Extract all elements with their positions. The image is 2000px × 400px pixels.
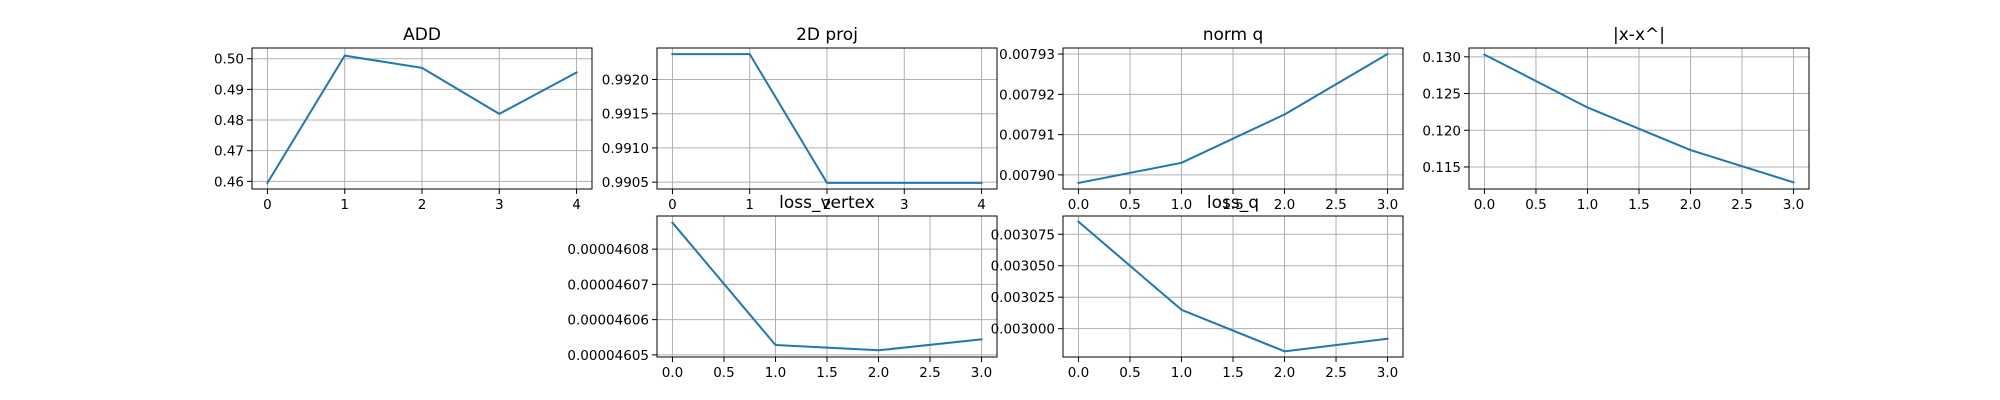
chart-title: 2D proj (796, 25, 858, 45)
series-line (1483, 53, 1795, 184)
x-tick-label: 1 (340, 197, 349, 213)
y-tick-label: 0.47 (214, 144, 244, 160)
y-tick-label: 0.46 (214, 174, 244, 190)
chart-title: loss_q (1207, 193, 1259, 213)
y-tick-label: 0.50 (214, 52, 244, 68)
x-tick-label: 2.0 (1274, 365, 1295, 381)
subplot-1: 0 1 2 3 4 0.9905 0.9910 0.9915 0.9920 2D proj (602, 25, 998, 213)
y-tick-label: 0.00790 (999, 168, 1055, 184)
x-tick-label: 0.0 (662, 365, 683, 381)
axes-frame (1468, 47, 1810, 190)
x-tick-label: 2.5 (919, 365, 940, 381)
x-tick-label: 0.5 (1119, 197, 1140, 213)
subplot-5: 0.0 0.5 1.0 1.5 2.0 2.5 3.0 0.003000 0.003025 0.0… (991, 193, 1404, 381)
y-tick-label: 0.00004605 (567, 348, 649, 364)
x-tick-label: 0.0 (1474, 197, 1495, 213)
y-tick-label: 0.125 (1422, 87, 1461, 103)
x-tick-label: 3.0 (1377, 365, 1398, 381)
x-tick-label: 1.5 (1222, 365, 1243, 381)
subplot-0: 0 1 2 3 4 0.46 0.47 0.48 0.49 0.50 ADD (214, 25, 593, 213)
y-tick-label: 0.9910 (602, 141, 649, 157)
x-tick-label: 2.5 (1325, 365, 1346, 381)
x-tick-label: 4 (572, 197, 581, 213)
x-tick-label: 1.0 (1171, 197, 1192, 213)
x-tick-label: 2.5 (1325, 197, 1346, 213)
x-tick-label: 2.5 (1731, 197, 1752, 213)
x-tick-label: 0 (668, 197, 677, 213)
x-tick-label: 0 (263, 197, 272, 213)
x-tick-label: 2 (823, 197, 832, 213)
x-tick-label: 3.0 (971, 365, 992, 381)
x-tick-label: 3 (900, 197, 909, 213)
x-tick-label: 2.0 (868, 365, 889, 381)
series-line (1077, 220, 1389, 353)
subplot-2: 0.0 0.5 1.0 1.5 2.0 2.5 3.0 0.00790 0.00791 0.007… (999, 25, 1404, 213)
series-line (266, 54, 578, 185)
subplot-3: 0.0 0.5 1.0 1.5 2.0 2.5 3.0 0.115 0.120 0.125 0.13… (1422, 25, 1810, 213)
chart-title: ADD (403, 25, 441, 45)
series-line (671, 53, 983, 184)
y-tick-label: 0.9915 (602, 107, 649, 123)
chart-title: |x-x^| (1613, 25, 1665, 45)
y-tick-label: 0.003075 (991, 227, 1055, 243)
chart-title: loss_vertex (779, 193, 875, 213)
y-tick-label: 0.130 (1422, 50, 1461, 66)
y-tick-label: 0.00793 (999, 47, 1055, 63)
x-tick-label: 2 (418, 197, 427, 213)
y-tick-label: 0.9905 (602, 175, 649, 191)
x-tick-label: 0.0 (1068, 365, 1089, 381)
axes-frame (1062, 47, 1404, 190)
x-tick-label: 3 (495, 197, 504, 213)
y-tick-label: 0.00004607 (567, 277, 649, 293)
y-tick-label: 0.00792 (999, 87, 1055, 103)
axes-frame (1062, 215, 1404, 358)
chart-title: norm q (1203, 25, 1264, 45)
y-tick-label: 0.003000 (991, 322, 1055, 338)
series-line (671, 221, 983, 352)
series-line (1077, 52, 1389, 185)
x-tick-label: 1.0 (1577, 197, 1598, 213)
y-tick-label: 0.9920 (602, 72, 649, 88)
x-tick-label: 1.5 (816, 365, 837, 381)
x-tick-label: 1.0 (1171, 365, 1192, 381)
y-tick-label: 0.00004606 (567, 313, 649, 329)
x-tick-label: 3.0 (1377, 197, 1398, 213)
axes-frame (656, 215, 998, 358)
x-tick-label: 2.0 (1680, 197, 1701, 213)
y-tick-label: 0.115 (1422, 160, 1461, 176)
y-tick-label: 0.49 (214, 82, 244, 98)
x-tick-label: 1.5 (1222, 197, 1243, 213)
axes-frame (656, 47, 998, 190)
subplot-4: 0.0 0.5 1.0 1.5 2.0 2.5 3.0 0.00004605 0.0000460… (567, 193, 998, 381)
y-tick-label: 0.003025 (991, 290, 1055, 306)
x-tick-label: 4 (977, 197, 986, 213)
x-tick-label: 0.5 (1525, 197, 1546, 213)
x-tick-label: 1.0 (765, 365, 786, 381)
x-tick-label: 1 (745, 197, 754, 213)
x-tick-label: 0.0 (1068, 197, 1089, 213)
x-tick-label: 1.5 (1628, 197, 1649, 213)
x-tick-label: 2.0 (1274, 197, 1295, 213)
y-tick-label: 0.00004608 (567, 242, 649, 258)
y-tick-label: 0.48 (214, 113, 244, 129)
y-tick-label: 0.003050 (991, 259, 1055, 275)
x-tick-label: 3.0 (1783, 197, 1804, 213)
x-tick-label: 0.5 (713, 365, 734, 381)
axes-frame (251, 47, 593, 190)
y-tick-label: 0.120 (1422, 123, 1461, 139)
y-tick-label: 0.00791 (999, 128, 1055, 144)
x-tick-label: 0.5 (1119, 365, 1140, 381)
